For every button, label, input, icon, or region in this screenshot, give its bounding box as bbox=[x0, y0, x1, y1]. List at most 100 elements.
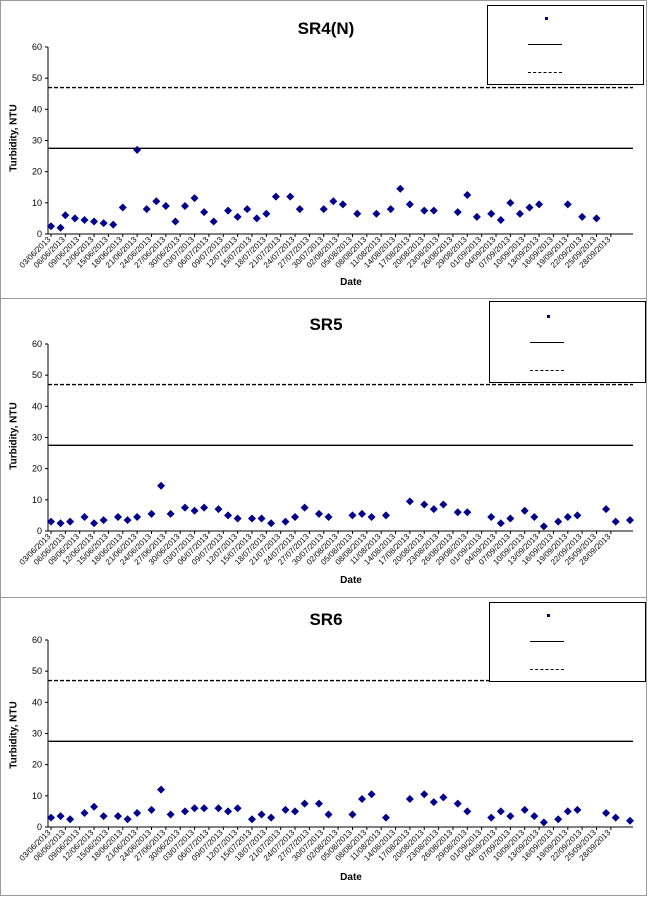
chart-legend bbox=[487, 5, 644, 85]
data-point bbox=[487, 209, 496, 218]
data-point bbox=[180, 807, 189, 816]
data-point bbox=[453, 799, 462, 808]
data-point bbox=[90, 802, 99, 811]
data-point bbox=[190, 194, 199, 203]
data-point bbox=[506, 198, 515, 207]
data-point bbox=[405, 497, 414, 506]
y-tick-label: 0 bbox=[37, 526, 42, 536]
data-point bbox=[420, 790, 429, 799]
data-point bbox=[487, 813, 496, 822]
y-tick-label: 10 bbox=[32, 198, 42, 208]
data-point bbox=[429, 798, 438, 807]
y-tick-label: 40 bbox=[32, 401, 42, 411]
data-point bbox=[496, 215, 505, 224]
data-point bbox=[99, 219, 108, 228]
data-point bbox=[99, 812, 108, 821]
data-point bbox=[118, 203, 127, 212]
data-point bbox=[367, 512, 376, 521]
data-point bbox=[329, 197, 338, 206]
data-point bbox=[506, 812, 515, 821]
data-point bbox=[353, 209, 362, 218]
data-point bbox=[133, 145, 142, 154]
data-point bbox=[429, 505, 438, 514]
data-point bbox=[602, 505, 611, 514]
data-point bbox=[224, 807, 233, 816]
data-point bbox=[80, 512, 89, 521]
legend-dashed-line-swatch bbox=[528, 72, 562, 73]
data-point bbox=[496, 519, 505, 528]
scatter-plot-sr4n: 010203040506003/06/201306/06/201309/06/2… bbox=[18, 42, 633, 270]
data-point bbox=[66, 517, 75, 526]
data-point bbox=[214, 804, 223, 813]
data-point bbox=[563, 807, 572, 816]
legend-solid-line-swatch bbox=[530, 342, 564, 343]
data-point bbox=[180, 201, 189, 210]
data-point bbox=[295, 205, 304, 214]
data-point bbox=[233, 212, 242, 221]
y-tick-label: 60 bbox=[32, 42, 42, 52]
data-point bbox=[506, 514, 515, 523]
legend-solid-line-swatch bbox=[530, 641, 564, 642]
data-point bbox=[109, 220, 118, 229]
y-tick-label: 30 bbox=[32, 433, 42, 443]
data-point bbox=[348, 511, 357, 520]
y-tick-label: 40 bbox=[32, 697, 42, 707]
data-point bbox=[133, 808, 142, 817]
data-point bbox=[381, 813, 390, 822]
data-point bbox=[611, 813, 620, 822]
data-point bbox=[367, 790, 376, 799]
data-point bbox=[123, 815, 132, 824]
data-point bbox=[61, 211, 70, 220]
data-point bbox=[405, 200, 414, 209]
data-point bbox=[300, 503, 309, 512]
data-point bbox=[171, 217, 180, 226]
x-axis-label: Date bbox=[340, 575, 362, 586]
chart-legend bbox=[489, 301, 646, 383]
data-point bbox=[99, 516, 108, 525]
y-tick-label: 20 bbox=[32, 167, 42, 177]
data-point bbox=[147, 805, 156, 814]
data-point bbox=[80, 808, 89, 817]
data-point bbox=[291, 512, 300, 521]
data-point bbox=[200, 208, 209, 217]
data-point bbox=[147, 509, 156, 518]
data-point bbox=[539, 522, 548, 531]
data-point bbox=[324, 512, 333, 521]
data-point bbox=[224, 206, 233, 215]
chart-title: SR4(N) bbox=[297, 19, 355, 38]
data-point bbox=[611, 517, 620, 526]
data-point bbox=[247, 514, 256, 523]
data-point bbox=[286, 192, 295, 201]
y-axis-label: Turbidity, NTU bbox=[8, 104, 20, 172]
scatter-plot-sr6: 010203040506003/06/201306/06/201309/06/2… bbox=[18, 635, 634, 863]
data-point bbox=[463, 508, 472, 517]
data-point bbox=[324, 810, 333, 819]
data-point bbox=[338, 200, 347, 209]
data-point bbox=[257, 514, 266, 523]
scatter-plot-sr5: 010203040506003/06/201306/06/201309/06/2… bbox=[18, 339, 634, 567]
data-point bbox=[142, 205, 151, 214]
data-point bbox=[80, 215, 89, 224]
data-point bbox=[496, 807, 505, 816]
legend-marker-swatch bbox=[547, 614, 550, 617]
data-point bbox=[405, 794, 414, 803]
data-point bbox=[291, 807, 300, 816]
data-point bbox=[281, 805, 290, 814]
data-point bbox=[209, 217, 218, 226]
data-point bbox=[463, 807, 472, 816]
data-point bbox=[271, 192, 280, 201]
data-point bbox=[372, 209, 381, 218]
data-point bbox=[396, 184, 405, 193]
data-point bbox=[573, 805, 582, 814]
x-axis-label: Date bbox=[340, 872, 362, 883]
data-point bbox=[573, 511, 582, 520]
chart-panel-sr4n: 0 10 20 30 40 50 60 03/06/2013 06/06/2013 09/06/2… bbox=[0, 0, 647, 299]
data-point bbox=[314, 799, 323, 808]
legend-marker-swatch bbox=[545, 17, 548, 20]
y-tick-label: 10 bbox=[32, 495, 42, 505]
data-point bbox=[439, 793, 448, 802]
data-point bbox=[157, 785, 166, 794]
data-point bbox=[319, 205, 328, 214]
data-point bbox=[166, 509, 175, 518]
data-point bbox=[520, 506, 529, 515]
